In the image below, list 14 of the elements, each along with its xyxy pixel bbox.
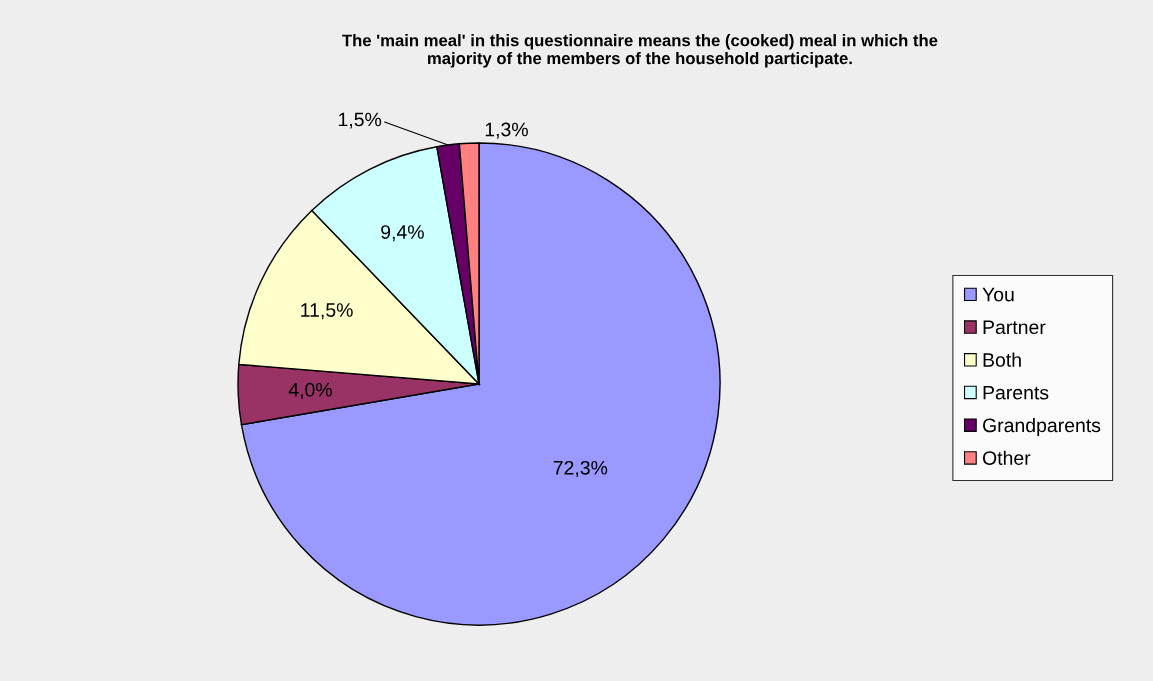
data-label: 11,5% [301, 303, 353, 320]
data-label: 4,0% [288, 382, 332, 399]
legend-label: Grandparents [983, 417, 1101, 437]
chart-title: The 'main meal' in this questionnaire means the (cooked) meal in which the majority of the members of the household participate. [342, 34, 938, 68]
data-label: 9,4% [381, 225, 424, 242]
legend-label: Partner [983, 320, 1046, 335]
legend-label: You [982, 287, 1014, 302]
legend-label: Other [982, 450, 1031, 465]
data-label: 1,5% [338, 112, 382, 129]
pie-slice [240, 142, 721, 626]
data-label: 72,3% [553, 460, 608, 477]
data-label: 1,3% [485, 122, 528, 139]
legend-label: Parents [983, 385, 1049, 400]
legend-label: Both [983, 352, 1021, 367]
